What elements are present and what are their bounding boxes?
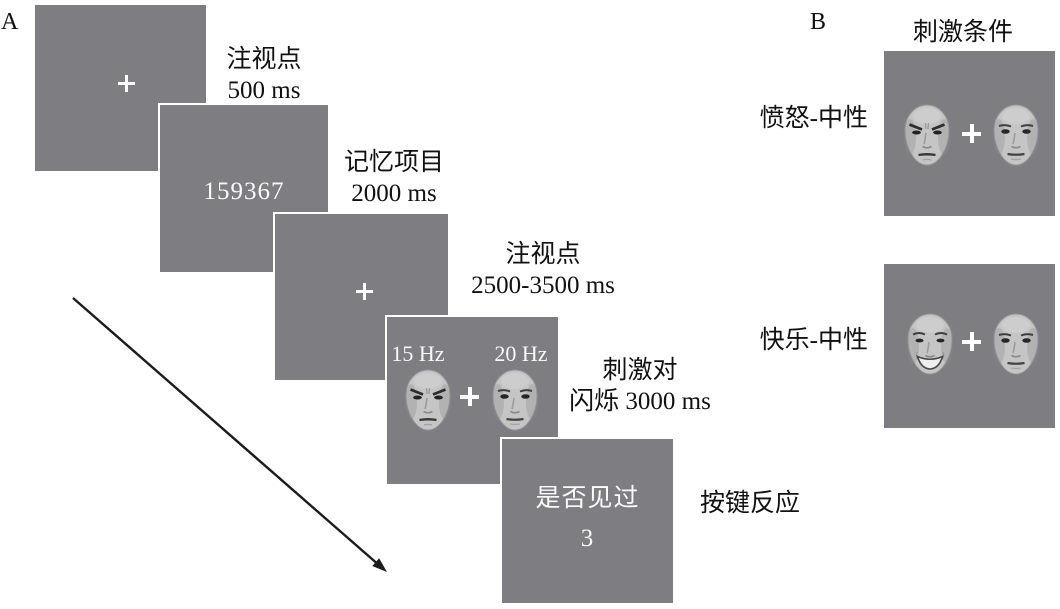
caption-memory-item: 记忆项目 2000 ms [314,147,474,209]
panel-b-title: 刺激条件 [912,19,1013,46]
caption-fixation-2-line2: 2500-3500 ms [471,272,615,299]
caption-fixation-1-line2: 500 ms [227,77,301,104]
fixation-cross-icon [356,283,373,300]
caption-fixation-1: 注视点 500 ms [184,44,344,106]
caption-fixation-2: 注视点 2500-3500 ms [448,239,638,301]
frequency-label-right: 20 Hz [494,341,548,366]
caption-stimulus-line2: 闪烁 3000 ms [569,388,711,415]
screen-condition-angry-neutral [882,49,1057,218]
fixation-cross-icon [962,332,981,351]
neutral-face-image [988,103,1044,167]
neutral-face-image [487,368,543,432]
fixation-cross-icon [962,124,981,143]
happy-face-image [902,312,958,376]
caption-fixation-2-line1: 注视点 [505,241,581,268]
probe-digit: 3 [580,525,595,552]
caption-response: 按键反应 [700,490,801,517]
caption-stimulus-line1: 刺激对 [602,357,678,384]
panel-b-label: B [810,9,827,35]
probe-question: 是否见过 [535,485,640,512]
caption-fixation-1-line1: 注视点 [226,46,302,73]
screen-condition-happy-neutral [882,262,1057,430]
frequency-label-left: 15 Hz [391,341,445,366]
condition-1-label: 愤怒-中性 [759,105,868,132]
neutral-face-image [988,312,1044,376]
angry-face-image [400,368,456,432]
fixation-cross-icon [460,387,479,406]
caption-memory-line1: 记忆项目 [343,149,444,176]
panel-a-label: A [1,9,19,35]
memory-digits: 159367 [203,178,285,205]
angry-face-image [899,103,955,167]
fixation-cross-icon [118,75,135,92]
condition-2-label: 快乐-中性 [759,327,868,354]
screen-probe: 是否见过 3 [500,437,675,605]
caption-memory-line2: 2000 ms [351,180,437,207]
caption-stimulus-pair: 刺激对 闪烁 3000 ms [545,355,735,417]
trial-flow-arrow [72,297,387,572]
